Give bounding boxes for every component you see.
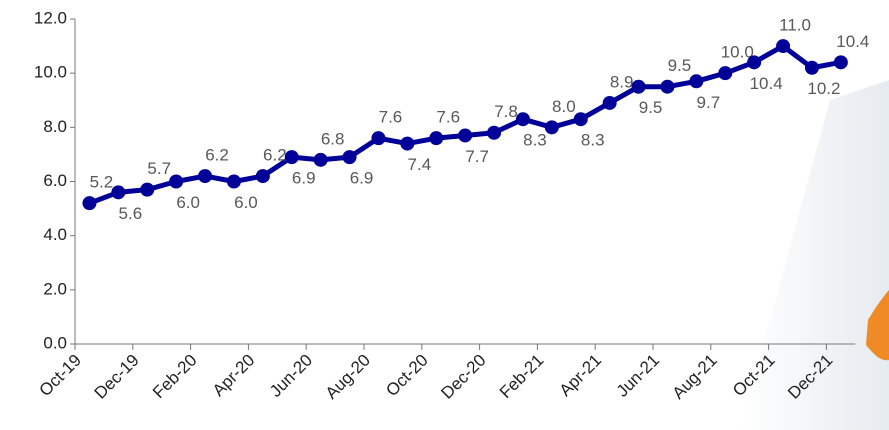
point xyxy=(833,55,848,70)
x-tick-label: Dec-19 xyxy=(91,351,143,403)
point xyxy=(631,79,646,94)
data-label: 10.4 xyxy=(750,74,783,93)
point xyxy=(284,150,299,165)
x-tick-label: Jun-20 xyxy=(266,351,316,401)
data-label: 6.9 xyxy=(350,169,374,188)
point xyxy=(342,150,357,165)
point xyxy=(371,131,386,146)
point xyxy=(140,182,155,197)
y-tick-label: 4.0 xyxy=(43,225,67,244)
data-label: 9.5 xyxy=(639,98,663,117)
point xyxy=(660,79,675,94)
data-label: 8.3 xyxy=(523,131,547,150)
point xyxy=(689,74,704,89)
y-tick-label: 12.0 xyxy=(34,8,67,27)
data-label: 6.2 xyxy=(205,146,229,165)
data-label: 9.5 xyxy=(668,56,692,75)
point xyxy=(458,128,473,143)
point xyxy=(487,125,502,140)
x-tick-label: Jun-21 xyxy=(613,351,663,401)
data-label: 10.4 xyxy=(836,32,869,51)
data-label: 8.3 xyxy=(581,131,605,150)
background-decoration xyxy=(740,80,889,430)
data-label: 11.0 xyxy=(779,16,811,35)
y-tick-label: 10.0 xyxy=(34,63,67,82)
y-tick-label: 0.0 xyxy=(43,333,67,352)
data-label: 8.0 xyxy=(552,97,576,116)
data-label: 6.0 xyxy=(234,193,258,212)
point xyxy=(255,169,270,184)
point xyxy=(776,39,791,54)
x-tick-label: Aug-20 xyxy=(322,351,374,403)
data-label: 6.2 xyxy=(263,146,287,165)
point xyxy=(313,152,328,167)
point xyxy=(82,196,97,211)
data-label: 10.2 xyxy=(807,79,840,98)
data-label: 7.6 xyxy=(436,108,460,127)
x-tick-label: Oct-20 xyxy=(382,351,432,401)
data-label: 6.0 xyxy=(176,193,200,212)
x-tick-label: Feb-21 xyxy=(496,351,548,403)
point xyxy=(169,174,184,189)
point xyxy=(198,169,213,184)
point xyxy=(111,185,126,200)
data-label: 7.8 xyxy=(494,102,518,121)
point xyxy=(602,95,617,110)
data-label: 8.9 xyxy=(610,72,634,91)
point xyxy=(429,131,444,146)
x-tick-label: Aug-21 xyxy=(669,351,721,403)
point xyxy=(718,66,733,81)
x-tick-label: Apr-20 xyxy=(209,351,259,401)
point xyxy=(804,60,819,75)
point xyxy=(747,55,762,70)
data-label: 7.6 xyxy=(379,108,403,127)
x-tick-label: Feb-20 xyxy=(149,351,201,403)
x-tick-label: Apr-21 xyxy=(556,351,606,401)
data-label: 5.2 xyxy=(90,173,114,192)
point xyxy=(400,136,415,151)
background-decoration xyxy=(866,290,889,361)
data-label: 10.0 xyxy=(721,43,754,62)
data-label: 7.4 xyxy=(408,155,432,174)
data-label: 9.7 xyxy=(697,93,721,112)
data-label: 6.9 xyxy=(292,169,316,188)
data-label: 6.8 xyxy=(321,129,345,148)
point xyxy=(226,174,241,189)
data-label: 7.7 xyxy=(465,147,489,166)
y-tick-label: 2.0 xyxy=(43,279,67,298)
x-tick-label: Oct-19 xyxy=(35,351,85,401)
y-tick-label: 6.0 xyxy=(43,171,67,190)
y-tick-label: 8.0 xyxy=(43,117,67,136)
point xyxy=(544,120,559,135)
data-label: 5.7 xyxy=(147,159,171,178)
point xyxy=(515,112,530,127)
x-tick-label: Dec-20 xyxy=(437,351,489,403)
data-label: 5.6 xyxy=(119,204,143,223)
point xyxy=(573,112,588,127)
